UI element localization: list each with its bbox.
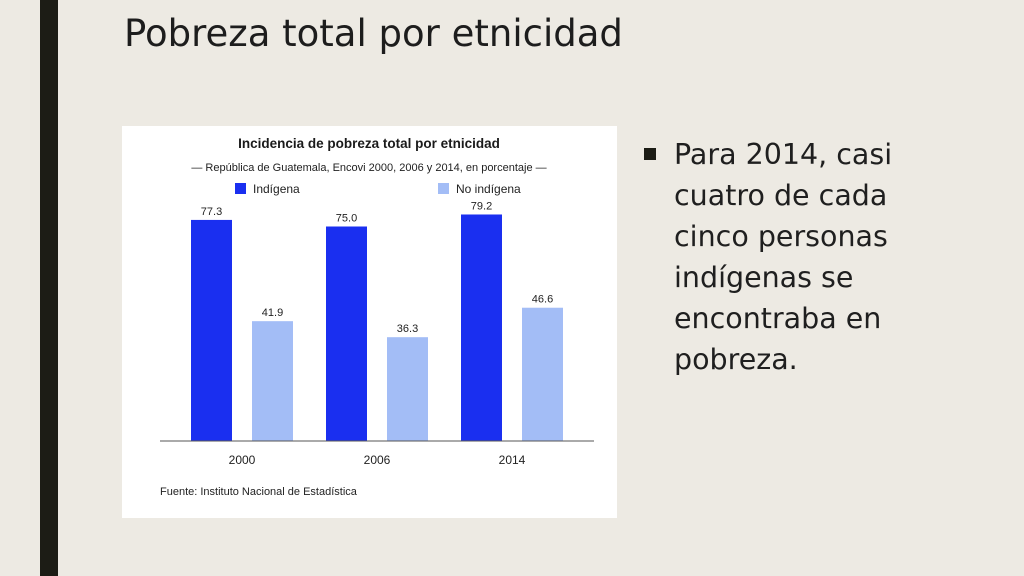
data-label-indigena-2014: 79.2 (471, 200, 492, 212)
legend-label-indigena: Indígena (253, 182, 300, 196)
legend-swatch-no-indigena (438, 183, 449, 194)
bullet-marker (644, 148, 656, 160)
data-label-no-indigena-2000: 41.9 (262, 307, 283, 319)
bars-layer: 77.3 41.9 2000 75.0 36.3 2006 79.2 46.6 2014 (191, 200, 563, 467)
legend-label-no-indigena: No indígena (456, 182, 521, 196)
data-label-no-indigena-2006: 36.3 (397, 323, 418, 335)
slide-accent-bar (40, 0, 58, 576)
chart-subtitle: — República de Guatemala, Encovi 2000, 2… (191, 162, 546, 174)
x-tick-label-2014: 2014 (499, 453, 526, 467)
bar-no-indigena-2014 (522, 307, 563, 441)
data-label-indigena-2006: 75.0 (336, 213, 357, 225)
bar-no-indigena-2000 (252, 321, 293, 441)
x-tick-label-2006: 2006 (364, 453, 391, 467)
bar-no-indigena-2006 (387, 337, 428, 441)
x-tick-label-2000: 2000 (229, 453, 256, 467)
bar-indigena-2014 (461, 214, 502, 441)
legend-swatch-indigena (235, 183, 246, 194)
bullet-text: Para 2014, casi cuatro de cada cinco per… (674, 138, 893, 376)
bar-indigena-2000 (191, 219, 232, 441)
chart-source: Fuente: Instituto Nacional de Estadístic… (160, 486, 358, 498)
data-label-indigena-2000: 77.3 (201, 206, 222, 218)
bar-indigena-2006 (326, 226, 367, 441)
chart-title: Incidencia de pobreza total por etnicida… (238, 136, 500, 151)
data-label-no-indigena-2014: 46.6 (532, 294, 553, 306)
slide-title: Pobreza total por etnicidad (124, 12, 623, 55)
chart-panel: Incidencia de pobreza total por etnicida… (122, 126, 617, 518)
chart: Incidencia de pobreza total por etnicida… (160, 136, 594, 498)
